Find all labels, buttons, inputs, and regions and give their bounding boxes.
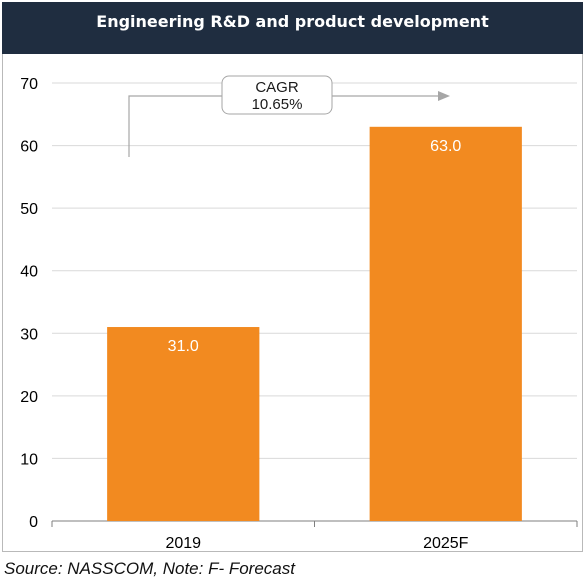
chart-header: Engineering R&D and product development [2, 2, 583, 54]
y-tick-label: 40 [20, 264, 38, 281]
arrow-head-icon [438, 91, 450, 101]
y-tick-label: 60 [20, 139, 38, 156]
bar-value-label: 31.0 [168, 338, 199, 355]
y-tick-label: 30 [20, 326, 38, 343]
bar-2025f [369, 126, 522, 522]
x-axis-labels: 2019 2025F [51, 521, 578, 552]
y-tick-label: 70 [20, 76, 38, 93]
y-axis-ticks: 0 10 20 30 40 50 60 70 [20, 76, 38, 531]
y-tick-label: 0 [29, 514, 38, 531]
bars: 31.0 63.0 [107, 126, 522, 522]
cagr-label: CAGR [255, 79, 299, 96]
chart-title: Engineering R&D and product development [96, 12, 489, 31]
y-tick-label: 20 [20, 389, 38, 406]
source-note: Source: NASSCOM, Note: F- Forecast [4, 559, 295, 578]
cagr-box [221, 75, 333, 115]
x-tick-label: 2025F [423, 535, 469, 552]
y-tick-label: 10 [20, 451, 38, 468]
bar-2019 [107, 327, 260, 521]
cagr-value: 10.65% [252, 96, 303, 113]
cagr-arrow-line [128, 95, 438, 157]
bar-value-label: 63.0 [430, 138, 461, 155]
x-tick-label: 2019 [165, 535, 201, 552]
y-tick-label: 50 [20, 201, 38, 218]
